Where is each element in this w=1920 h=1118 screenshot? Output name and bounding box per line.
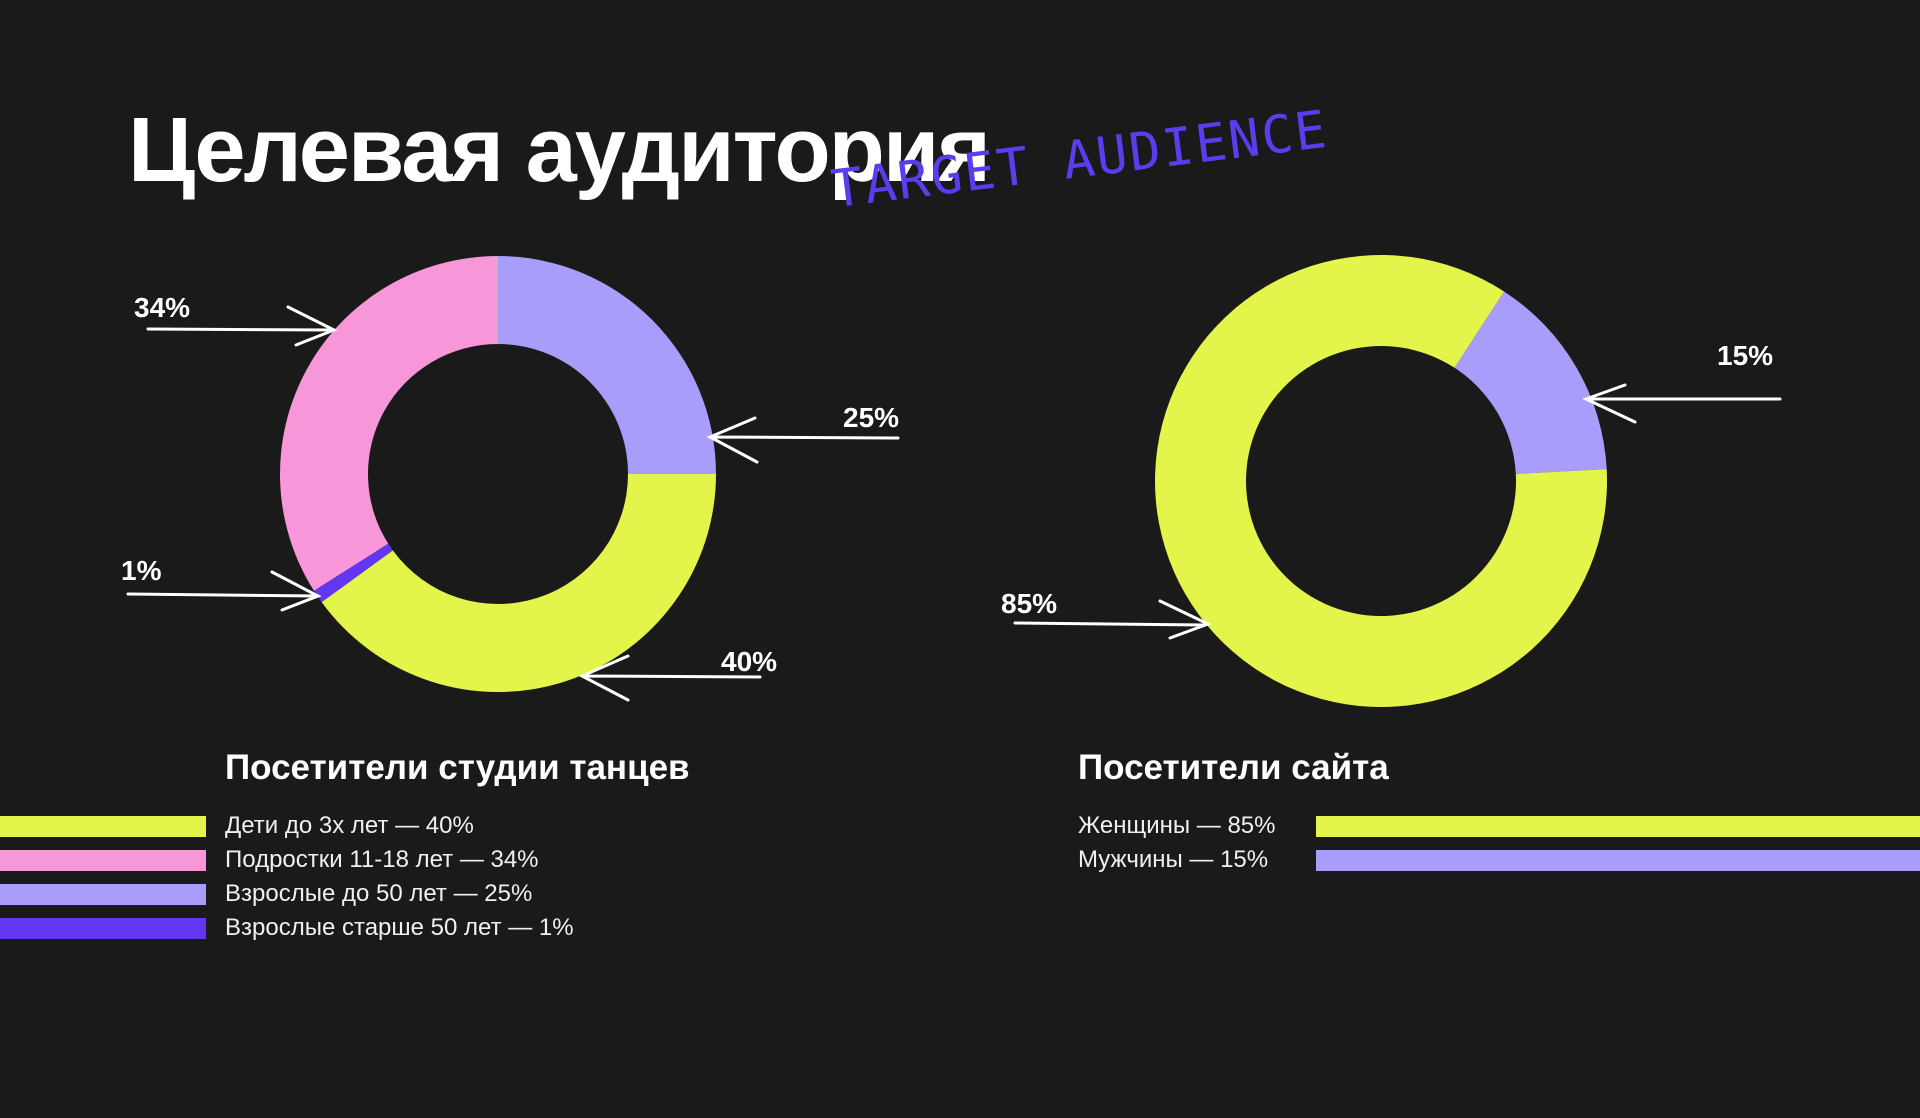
legend-item: Взрослые старше 50 лет — 1% bbox=[225, 914, 574, 941]
legend-swatch-kids bbox=[0, 816, 206, 837]
donut-segment bbox=[313, 543, 393, 603]
legend-item: Взрослые до 50 лет — 25% bbox=[225, 880, 533, 907]
site-donut-chart bbox=[1155, 255, 1608, 707]
legend-item: Дети до 3х лет — 40% bbox=[225, 812, 474, 839]
pct-label-85: 85% bbox=[1001, 588, 1058, 619]
donut-segment bbox=[321, 474, 716, 692]
donut-segment bbox=[498, 256, 716, 474]
pct-label-15: 15% bbox=[1717, 340, 1774, 371]
donut-segment bbox=[280, 256, 498, 591]
legend-swatch-teens bbox=[0, 850, 206, 871]
pct-label-40: 40% bbox=[721, 646, 778, 677]
legend-swatch-adults bbox=[0, 884, 206, 905]
legend-swatch-women bbox=[1316, 816, 1920, 837]
legend-item: Подростки 11-18 лет — 34% bbox=[225, 846, 539, 873]
legend-swatch-men bbox=[1316, 850, 1920, 871]
site-legend-title: Посетители сайта bbox=[1078, 748, 1389, 787]
arrow-icons bbox=[126, 305, 1782, 702]
pct-label-25: 25% bbox=[843, 402, 900, 433]
pct-label-34: 34% bbox=[134, 292, 191, 323]
studio-donut-chart bbox=[280, 256, 716, 692]
legend-item: Мужчины — 15% bbox=[1078, 846, 1269, 873]
legend-item: Женщины — 85% bbox=[1078, 812, 1276, 839]
donut-segment bbox=[1454, 291, 1607, 474]
studio-legend-title: Посетители студии танцев bbox=[225, 748, 690, 787]
donut-segment bbox=[1155, 255, 1608, 707]
page-title: Целевая аудитория bbox=[128, 99, 991, 201]
pct-label-1: 1% bbox=[121, 555, 162, 586]
legend-swatch-seniors bbox=[0, 918, 206, 939]
